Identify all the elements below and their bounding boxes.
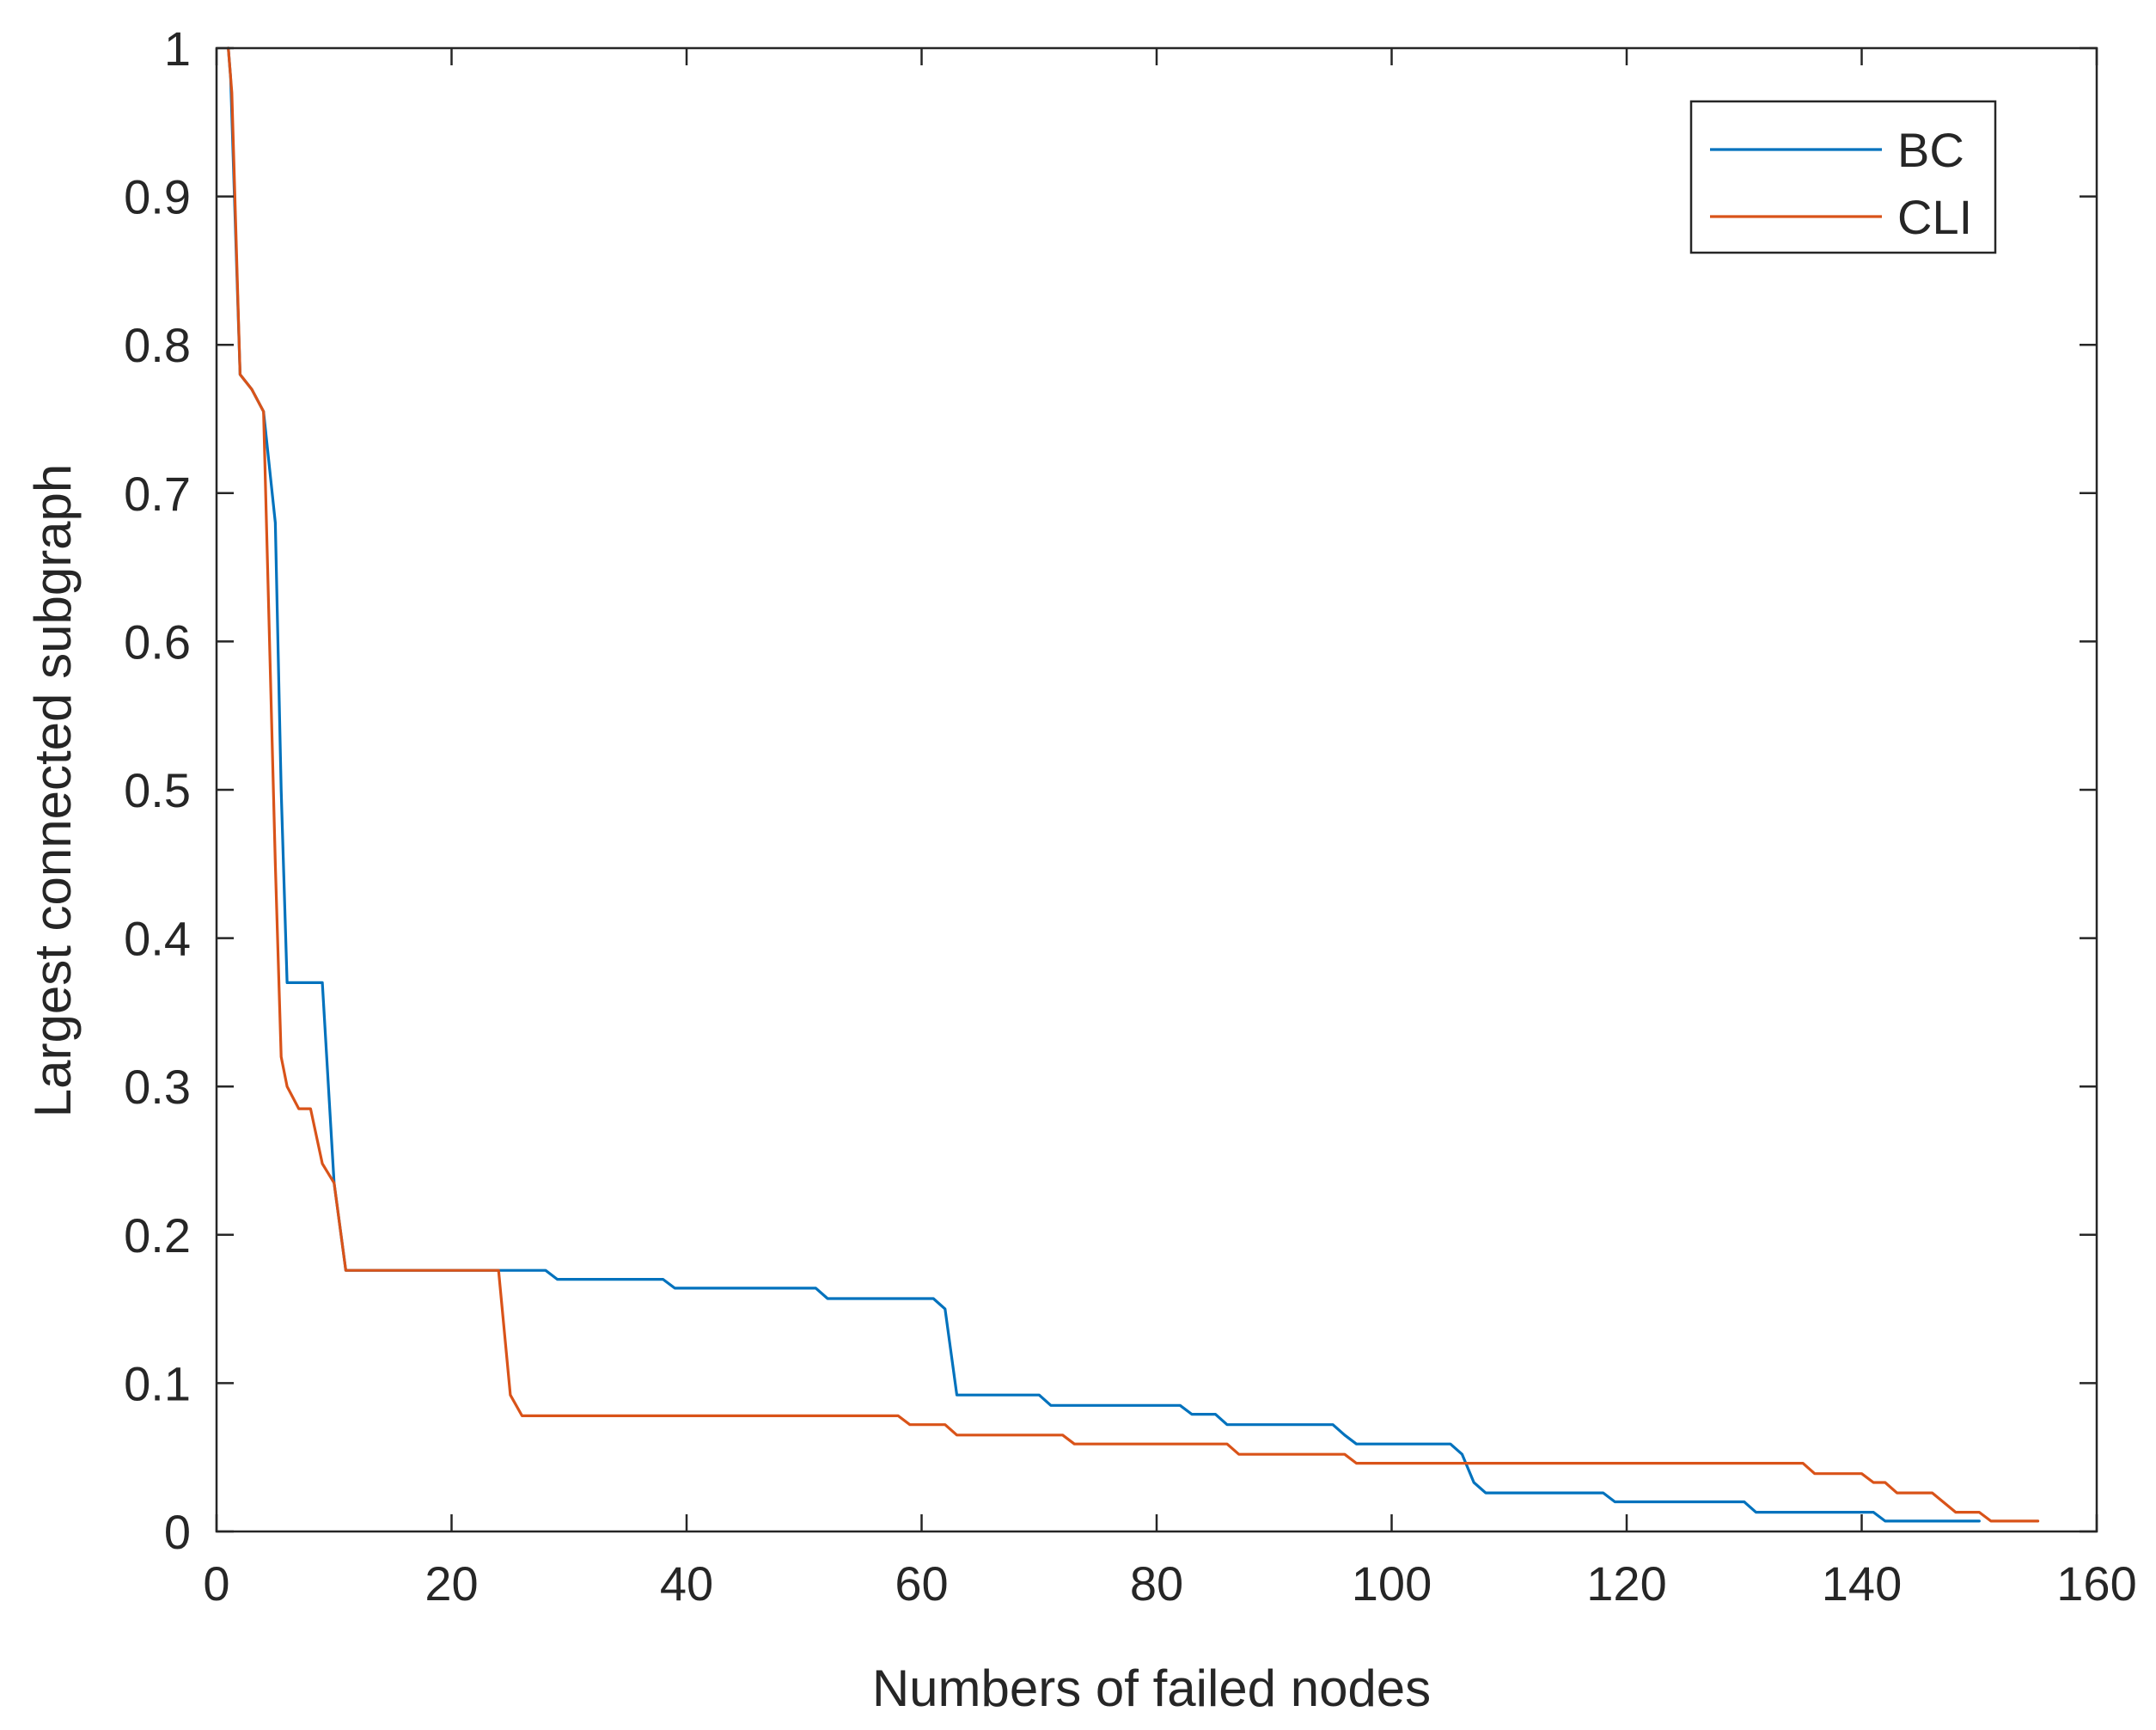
x-axis-label: Numbers of failed nodes bbox=[872, 1660, 1431, 1717]
x-tick-label: 60 bbox=[895, 1556, 948, 1611]
x-tick-label: 0 bbox=[203, 1556, 229, 1611]
plot-area bbox=[217, 48, 2097, 1531]
y-tick-label: 0.1 bbox=[124, 1356, 191, 1410]
y-axis-label: Largest connected subgraph bbox=[24, 464, 82, 1118]
y-tick-label: 0.4 bbox=[124, 912, 191, 966]
x-tick-label: 100 bbox=[1352, 1556, 1432, 1611]
x-tick-label: 20 bbox=[424, 1556, 478, 1611]
legend-label-cli: CLI bbox=[1897, 190, 1972, 244]
plot-background bbox=[217, 48, 2097, 1531]
series-line-cli bbox=[227, 46, 2040, 1523]
y-tick-label: 0.2 bbox=[124, 1208, 191, 1262]
y-tick-label: 0.7 bbox=[124, 467, 191, 521]
x-tick-label: 160 bbox=[2056, 1556, 2136, 1611]
legend-label-bc: BC bbox=[1897, 123, 1964, 177]
series-line-bc bbox=[227, 46, 1981, 1523]
y-tick-label: 0.3 bbox=[124, 1060, 191, 1114]
y-tick-label: 0.9 bbox=[124, 170, 191, 224]
y-tick-label: 1 bbox=[164, 21, 191, 76]
legend: BC CLI bbox=[1689, 100, 1997, 254]
axes-layer: 0 20 40 60 80 100 120 140 160 0 0.1 0.2 0.3 0.4 0.5 0.6… bbox=[124, 21, 2137, 1611]
y-tick-label: 0.8 bbox=[124, 318, 191, 372]
y-tick-label: 0.6 bbox=[124, 614, 191, 669]
y-tick-label: 0 bbox=[164, 1505, 191, 1559]
x-tick-label: 40 bbox=[660, 1556, 713, 1611]
y-tick-label: 0.5 bbox=[124, 763, 191, 817]
x-tick-label: 120 bbox=[1586, 1556, 1666, 1611]
x-tick-label: 140 bbox=[1822, 1556, 1902, 1611]
series-layer bbox=[227, 46, 2040, 1523]
x-tick-label: 80 bbox=[1130, 1556, 1183, 1611]
legend-box bbox=[1689, 100, 1997, 254]
